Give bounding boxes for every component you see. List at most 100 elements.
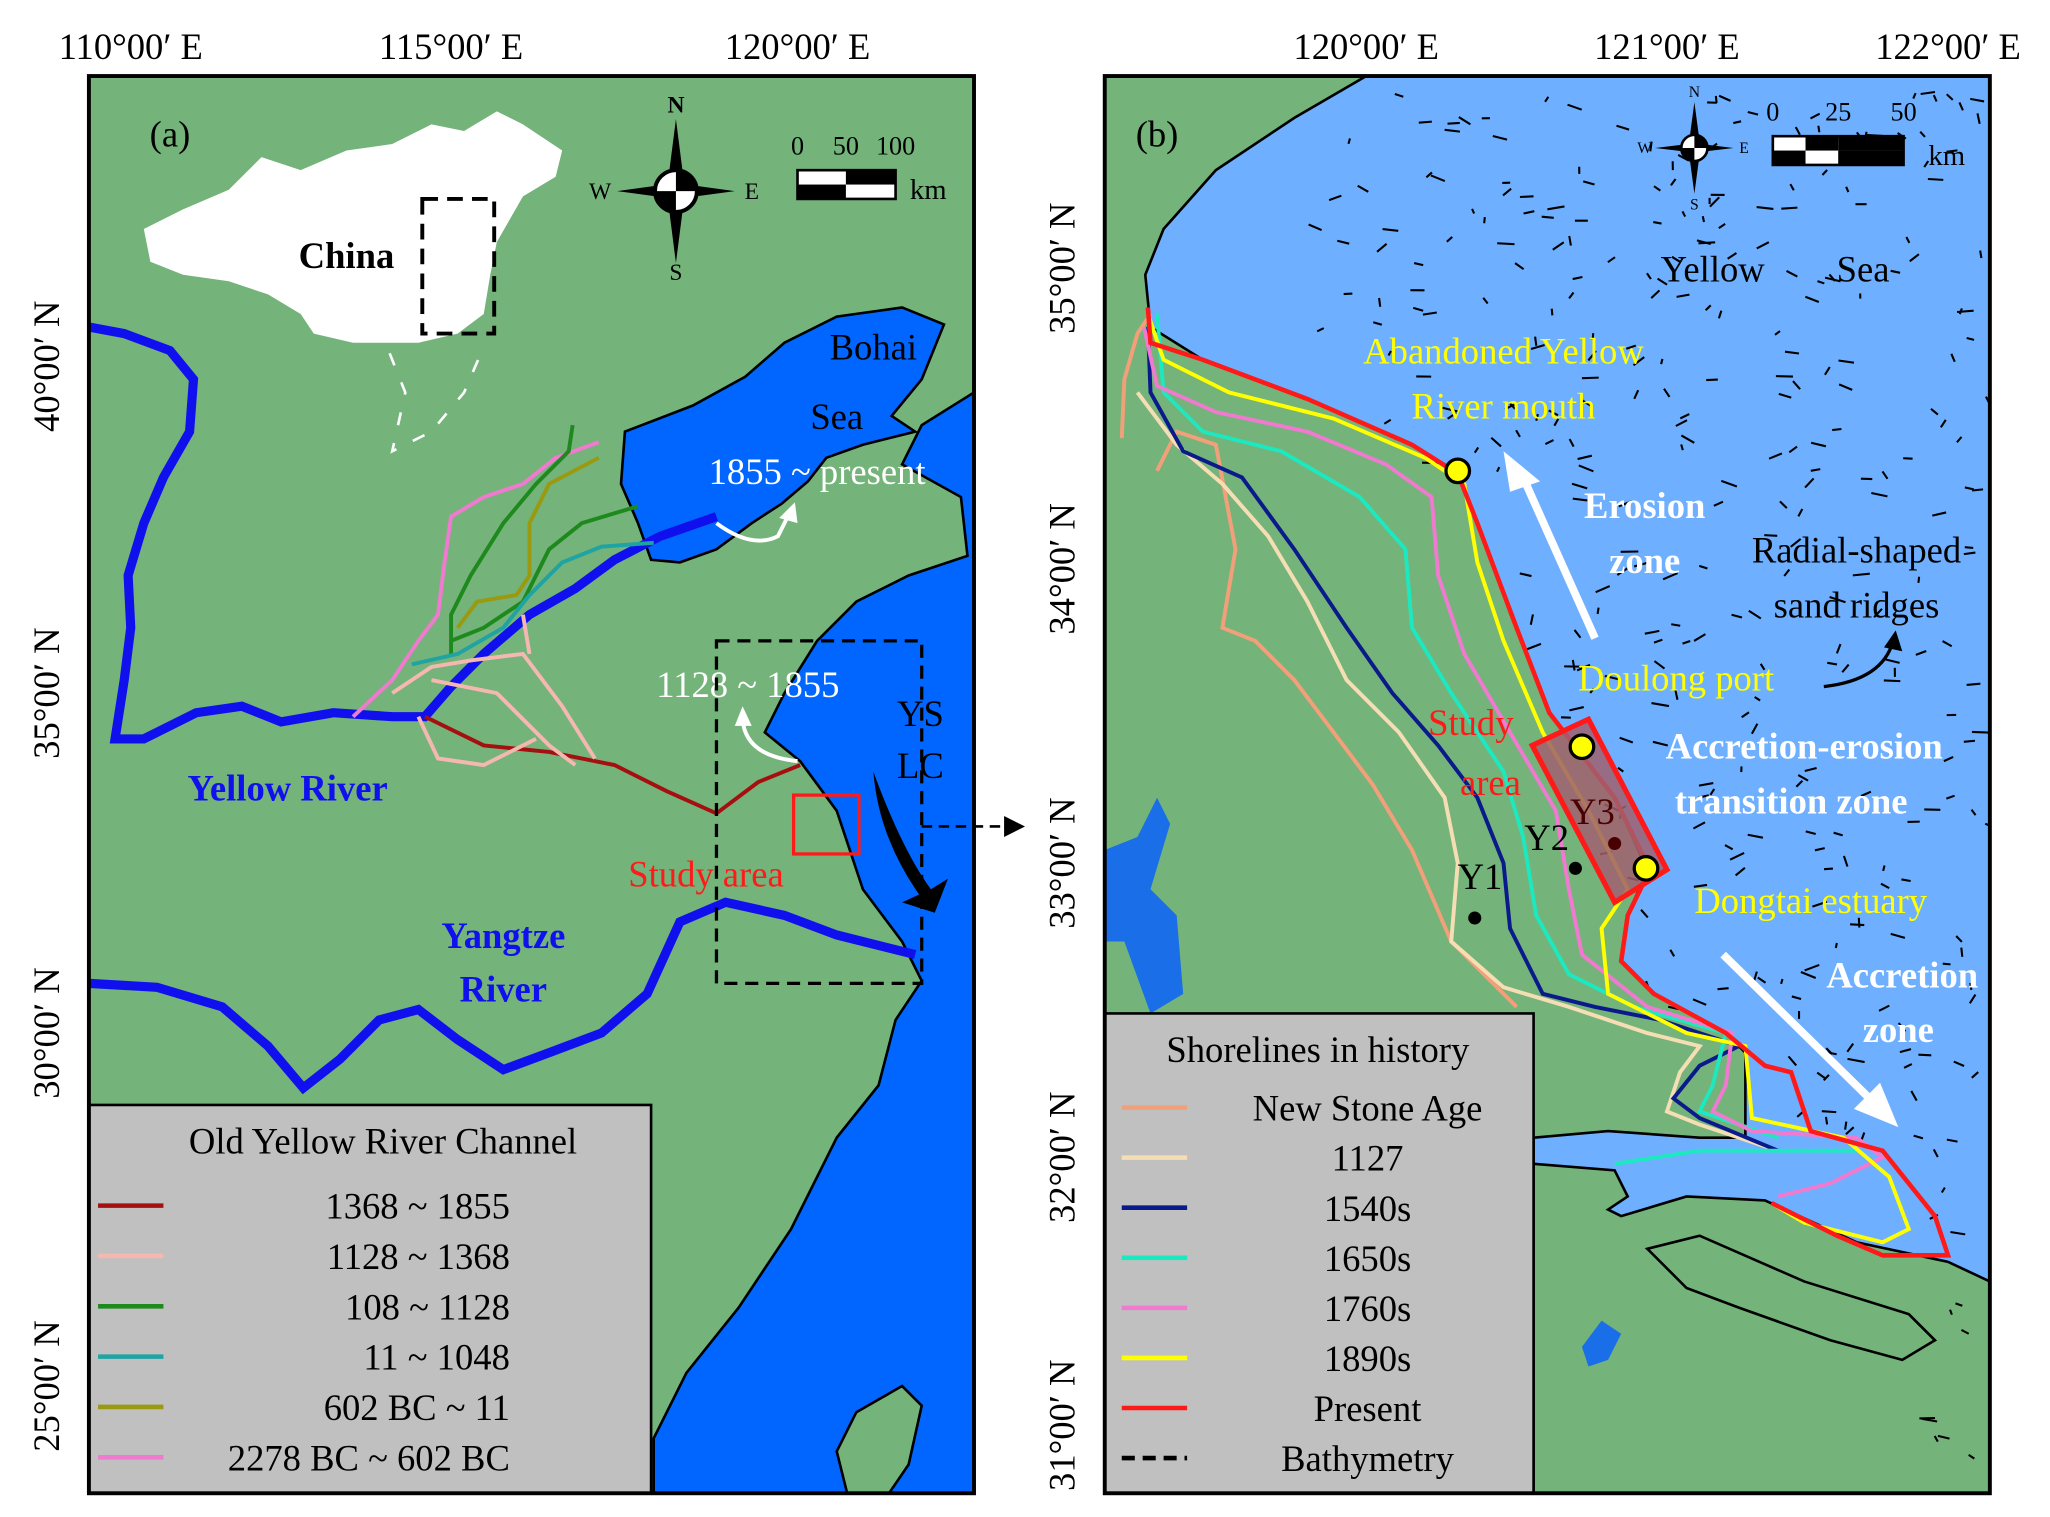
bathymetry-dash — [1412, 306, 1424, 312]
bathymetry-dash — [1748, 609, 1762, 620]
bathymetry-dash — [1878, 1004, 1890, 1012]
site-y1-point — [1468, 911, 1482, 925]
shoreline-present — [1145, 307, 1952, 1258]
bathymetry-dash — [1917, 576, 1921, 583]
bathymetry-dash — [1709, 788, 1716, 796]
bathymetry-dash — [1976, 113, 1981, 125]
inset-extent-box — [420, 196, 497, 336]
bathymetry-dash — [1713, 500, 1724, 507]
bathymetry-dash — [1780, 978, 1784, 985]
bathymetry-dash — [1969, 982, 1973, 991]
compass-s: S — [1690, 196, 1699, 213]
bathymetry-dash — [1447, 121, 1460, 125]
bathymetry-dash — [1653, 660, 1666, 670]
bathymetry-dash — [1714, 95, 1718, 104]
bathymetry-dash — [1754, 696, 1761, 702]
bathymetry-dash — [1812, 900, 1828, 908]
bathymetry-dash — [1824, 1116, 1829, 1125]
bathymetry-dash — [1821, 1110, 1837, 1114]
bathymetry-dash — [1595, 585, 1611, 594]
study-area-box — [791, 793, 861, 856]
left-axis-b: 35°00′ N 34°00′ N 33°00′ N 32°00′ N 31°0… — [1042, 203, 1083, 1491]
bathymetry-dash — [1787, 1055, 1798, 1067]
bathymetry-dash — [1724, 844, 1734, 851]
bathymetry-dash — [1587, 350, 1597, 362]
accretion-arrow-icon — [1720, 951, 1873, 1102]
bathymetry-dash — [1337, 239, 1350, 245]
bathymetry-dash — [1913, 1134, 1924, 1140]
bathymetry-dash — [1653, 638, 1663, 644]
abandoned-mouth-point — [1444, 457, 1472, 485]
tick-label: 30°00′ N — [26, 967, 67, 1098]
bathymetry-dash — [1680, 444, 1684, 451]
scale-tick: 50 — [833, 131, 859, 160]
bathymetry-dash — [1795, 780, 1804, 788]
bathymetry-dash — [1960, 1328, 1970, 1335]
bathymetry-dash — [1413, 262, 1424, 267]
bathymetry-dash — [1759, 663, 1766, 671]
bathymetry-dash — [1693, 883, 1708, 888]
bathymetry-dash — [1857, 917, 1861, 928]
bathymetry-dash — [1316, 327, 1325, 333]
bathymetry-dash — [1845, 186, 1850, 193]
bathymetry-dash — [1945, 93, 1954, 101]
bathymetry-dash — [1568, 235, 1572, 246]
bathymetry-dash — [1946, 149, 1958, 153]
bathymetry-dash — [1544, 96, 1550, 103]
transition-label-2: transition zone — [1675, 780, 1908, 821]
scale-tick: 100 — [876, 131, 915, 160]
bathymetry-dash — [1955, 1302, 1963, 1307]
bathymetry-dash — [1604, 674, 1622, 681]
bathymetry-dash — [1727, 252, 1737, 260]
top-axis-b: 120°00′ E 121°00′ E 122°00′ E — [1293, 26, 2020, 67]
bathymetry-dash — [1698, 794, 1709, 799]
bathymetry-dash — [1940, 1186, 1946, 1194]
tick-label: 120°00′ E — [1293, 26, 1439, 67]
legend-a: Old Yellow River Channel 1368 ~ 1855 1128… — [88, 1103, 653, 1494]
bathymetry-dash — [1430, 174, 1446, 183]
bohai-label: Bohai — [830, 327, 917, 368]
bathymetry-dash — [1964, 486, 1975, 491]
bathymetry-dash — [1890, 932, 1906, 939]
lake — [1104, 797, 1184, 1014]
bathymetry-dash — [1709, 196, 1720, 208]
bathymetry-dash — [1582, 180, 1595, 186]
legend-item-label: New Stone Age — [1253, 1088, 1483, 1129]
bathymetry-dash — [1523, 210, 1535, 215]
legend-item-label: Bathymetry — [1281, 1438, 1454, 1479]
bathymetry-dash — [1822, 1074, 1830, 1082]
bathymetry-dash — [1651, 702, 1670, 708]
bathymetry-dash — [1860, 790, 1872, 797]
compass-s: S — [669, 260, 682, 286]
bathymetry-dash — [1580, 398, 1593, 408]
bathymetry-dash — [1729, 851, 1745, 861]
bathymetry-contours — [1308, 90, 1990, 1460]
bathymetry-dash — [1797, 774, 1809, 782]
bathymetry-dash — [1932, 511, 1947, 517]
bathymetry-dash — [1927, 177, 1944, 181]
doulong-port-point — [1568, 733, 1596, 761]
bathymetry-dash — [1650, 289, 1661, 299]
doulong-label: Doulong port — [1578, 658, 1774, 699]
bathymetry-dash — [1519, 572, 1532, 578]
bathymetry-dash — [1471, 208, 1476, 214]
bathymetry-dash — [1675, 419, 1688, 427]
bathymetry-dash — [1681, 210, 1687, 218]
bathymetry-dash — [1804, 295, 1820, 303]
yellow-river-label: Yellow River — [188, 767, 388, 808]
bathymetry-dash — [1541, 215, 1554, 219]
bathymetry-dash — [1827, 661, 1838, 666]
bathymetry-dash — [1821, 169, 1828, 176]
bathymetry-dash — [1376, 242, 1388, 253]
compass-w: W — [589, 179, 612, 205]
bathymetry-dash — [1669, 949, 1676, 957]
compass-w: W — [1637, 140, 1652, 157]
scale-unit: km — [910, 174, 947, 206]
bathymetry-dash — [1568, 291, 1575, 299]
bathymetry-dash — [1919, 130, 1926, 138]
bathymetry-dash — [1946, 1138, 1958, 1143]
bathymetry-dash — [1829, 595, 1846, 604]
yellow-label: Yellow — [1661, 248, 1766, 289]
panel-b-frame — [1102, 74, 1992, 1496]
bathymetry-dash — [1979, 250, 1983, 259]
